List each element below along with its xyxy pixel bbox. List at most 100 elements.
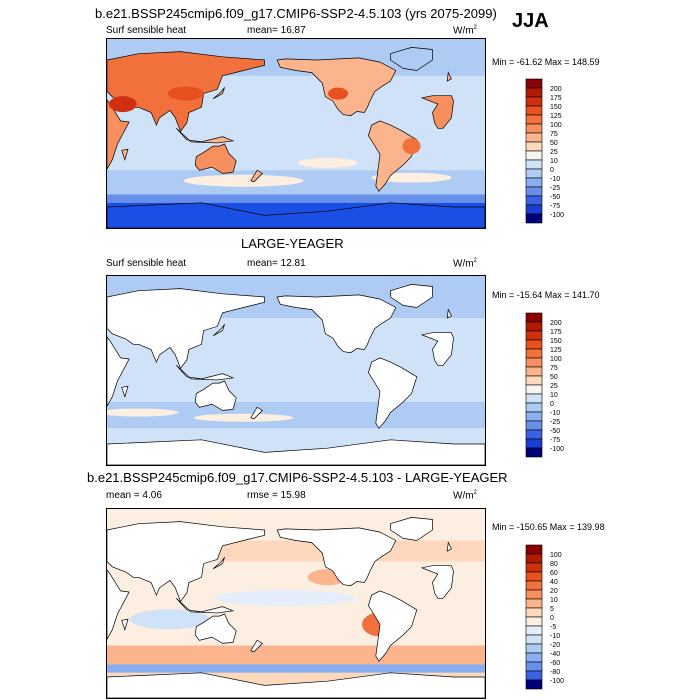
coastline-britain [446,541,452,552]
colorbar-box [525,366,543,377]
colorbar-tick-label: -5 [550,624,556,631]
colorbar-tick-label: 10 [550,597,558,604]
coastline-greenland [390,47,433,71]
colorbar-box [525,411,543,422]
coastline-namerica [276,294,397,354]
colorbar-box [525,213,543,224]
colorbar-box [525,589,543,600]
coastline-britain [446,71,452,82]
colorbar-tick-label: -25 [550,185,560,192]
colorbar-tick-label: 75 [550,365,558,372]
colorbar-box [525,553,543,564]
colorbar-tick-label: 0 [550,401,554,408]
units-label: W/m2 [453,25,477,37]
map-case [106,38,486,229]
colorbar-tick-label: 40 [550,579,558,586]
colorbar-box [525,580,543,591]
colorbar-tick-label: 200 [550,86,562,93]
colorbar-tick-label: 10 [550,158,558,165]
mean-label: mean= 12.81 [247,258,306,269]
colorbar-tick-label: -10 [550,176,560,183]
coastline-antarctica [107,672,485,698]
coastline-antarctica [107,439,485,465]
colorbar-tick-label: 60 [550,570,558,577]
units-label: W/m2 [453,490,477,502]
coastline-namerica [276,57,397,117]
coastline-africaWest [420,95,454,129]
colorbar-tick-label: -40 [550,651,560,658]
colorbar-box [525,438,543,449]
coastline-africa [107,569,130,640]
colorbar-box [525,159,543,170]
colorbar-box [525,661,543,672]
colorbar-box [525,150,543,161]
colorbar-tick-label: 125 [550,113,562,120]
coastline-new-zealand [250,639,263,653]
colorbar-box [525,679,543,690]
colorbar-tick-label: -50 [550,194,560,201]
colorbar-box [525,177,543,188]
coastline-madagascar [121,148,129,161]
colorbar-box [525,607,543,618]
colorbar-tick-label: -25 [550,419,560,426]
colorbar-box [525,402,543,413]
coastline-australia [194,143,237,174]
colorbar-box [525,544,543,555]
colorbar-tick-label: 50 [550,140,558,147]
variable-label: Surf sensible heat [106,258,187,269]
coastline-samerica [368,357,418,429]
colorbar-box [525,616,543,627]
colorbar-box [525,123,543,134]
colorbar-box [525,114,543,125]
colorbar-tick-label: 175 [550,329,562,336]
colorbar-tick-label: 125 [550,347,562,354]
mean-label: mean= 16.87 [247,25,306,36]
colorbar-tick-label: 25 [550,149,558,156]
coastline-new-zealand [250,406,263,420]
min-max-label: Min = -15.64 Max = 141.70 [492,290,600,300]
colorbar-diff: 100 80 60 40 20 10 5 0 -5 -10 -20 -40 -60 -80 -100 [525,544,586,691]
colorbar-box [525,393,543,404]
colorbar-tick-label: -10 [550,410,560,417]
coastline-madagascar [121,385,129,398]
colorbar-box [525,132,543,143]
colorbar-box [525,105,543,116]
mean-label: mean = 4.06 [106,490,162,501]
coastline-australia [194,380,237,411]
coastline-japan [212,87,225,100]
colorbar-box [525,375,543,386]
coastline-samerica [368,120,418,192]
colorbar-box [525,78,543,89]
coastline-new-zealand [250,169,263,183]
colorbar-box [525,168,543,179]
colorbar-box [525,634,543,645]
colorbar-box [525,571,543,582]
coastline-greenland [390,284,433,308]
colorbar-tick-label: 80 [550,561,558,568]
colorbar-box [525,321,543,332]
colorbar-box [525,429,543,440]
page-title: b.e21.BSSP245cmip6.f09_g17.CMIP6-SSP2-4.… [95,6,497,21]
colorbar-tick-label: 150 [550,338,562,345]
colorbar-box [525,348,543,359]
coastline-africaWest [420,332,454,366]
coastline-namerica [276,527,397,587]
colorbar-box [525,141,543,152]
colorbar-box [525,357,543,368]
colorbar-tick-label: -100 [550,446,564,453]
colorbar-box [525,643,543,654]
variable-label: Surf sensible heat [106,25,187,36]
colorbar-tick-label: 0 [550,615,554,622]
min-max-label: Min = -61.62 Max = 148.59 [492,57,600,67]
colorbar-box [525,447,543,458]
colorbar-box [525,87,543,98]
map-obs [106,275,486,466]
colorbar-tick-label: -75 [550,437,560,444]
colorbar-tick-label: -80 [550,669,560,676]
colorbar-tick-label: -10 [550,633,560,640]
colorbar-tick-label: 100 [550,356,562,363]
colorbar-tick-label: -50 [550,428,560,435]
colorbar-box [525,312,543,323]
colorbar-box [525,186,543,197]
season-label: JJA [512,10,549,32]
